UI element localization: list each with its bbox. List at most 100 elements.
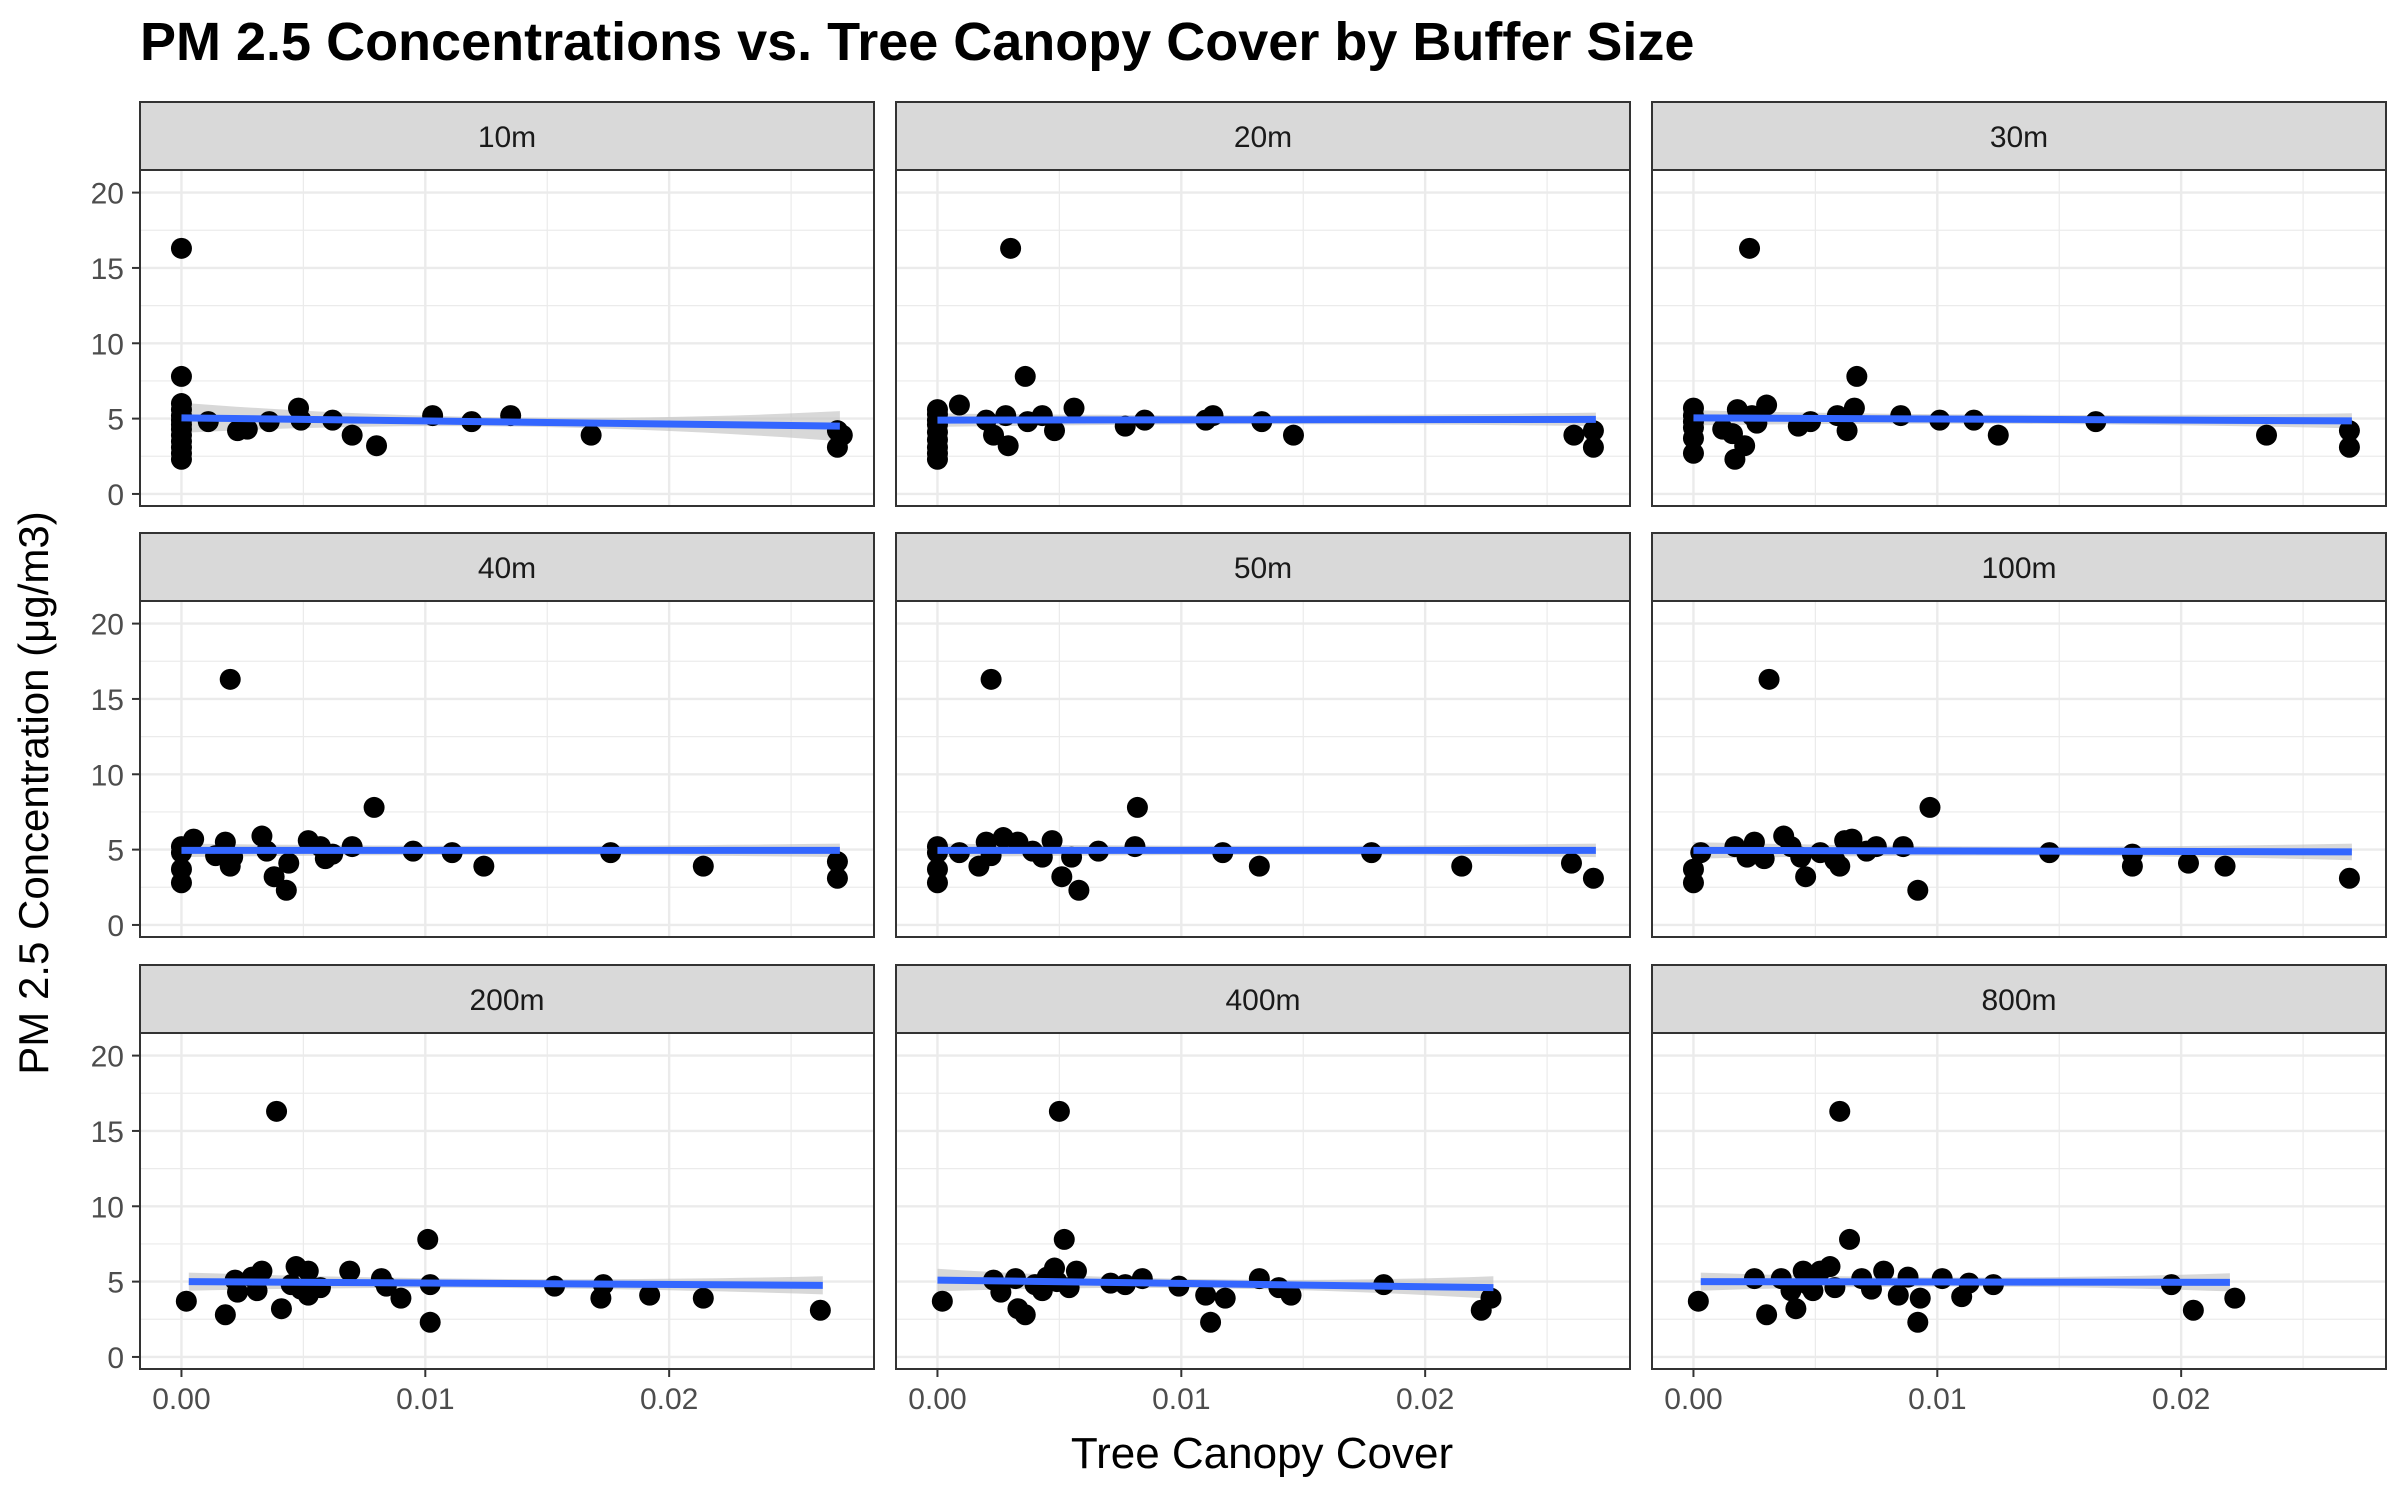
facet-panel-400m: 400m 0.00 0.01 0.02	[895, 964, 1631, 1416]
data-point	[1000, 237, 1022, 259]
data-point	[1756, 1304, 1778, 1326]
facet-panel-200m: 200m 0 5 10 15 20 0.00 0.01 0.02	[91, 964, 875, 1416]
data-point	[1841, 828, 1863, 850]
data-point	[170, 237, 192, 259]
data-point	[1480, 1287, 1502, 1309]
data-point	[1739, 237, 1761, 259]
y-tick-label: 5	[107, 1267, 124, 1300]
panel-border	[895, 600, 1631, 938]
data-point	[580, 424, 602, 446]
data-point	[1563, 424, 1585, 446]
data-point	[1802, 1280, 1824, 1302]
data-point	[219, 668, 241, 690]
data-point	[926, 872, 948, 894]
facet-strip	[1651, 101, 2387, 171]
data-point	[1829, 855, 1851, 877]
data-point	[1582, 867, 1604, 889]
fit-line	[1693, 414, 2352, 425]
data-point	[170, 365, 192, 387]
data-point	[1214, 1287, 1236, 1309]
data-point	[1582, 420, 1604, 442]
data-point	[1907, 879, 1929, 901]
data-point	[275, 879, 297, 901]
data-point	[990, 1281, 1012, 1303]
data-point	[214, 1304, 236, 1326]
data-point	[2256, 424, 2278, 446]
data-point	[1065, 1260, 1087, 1282]
x-tick-label: 0.01	[396, 1383, 454, 1416]
facet-strip	[1651, 532, 2387, 602]
x-tick-label: 0.00	[152, 1383, 210, 1416]
fit-line	[1700, 1278, 2230, 1286]
facet-panel-20m: 20m	[895, 101, 1631, 507]
data-point	[1014, 1304, 1036, 1326]
data-point	[809, 1299, 831, 1321]
data-point	[692, 1287, 714, 1309]
facet-panel-10m: 10m 0 5 10 15 20	[91, 101, 875, 512]
data-point	[297, 1260, 319, 1282]
data-point	[1682, 872, 1704, 894]
data-point	[1795, 866, 1817, 888]
data-point	[1048, 1100, 1070, 1122]
data-point	[1919, 796, 1941, 818]
data-point	[980, 668, 1002, 690]
x-axis-title: Tree Canopy Cover	[1071, 1429, 1453, 1478]
facet-strip-label: 30m	[1990, 121, 2048, 154]
data-point	[266, 1100, 288, 1122]
panel-background	[140, 601, 874, 937]
data-point	[1780, 1280, 1802, 1302]
data-point	[1053, 1228, 1075, 1250]
y-tick-label: 10	[91, 759, 124, 792]
data-point	[948, 394, 970, 416]
data-point	[1124, 836, 1146, 858]
panel-border	[1651, 169, 2387, 507]
data-point	[1987, 424, 2009, 446]
data-point	[417, 1228, 439, 1250]
data-point	[366, 435, 388, 457]
panel-background	[140, 1033, 874, 1369]
facet-panel-800m: 800m 0.00 0.01 0.02	[1651, 964, 2387, 1416]
facet-strip-label: 400m	[1225, 984, 1300, 1017]
data-point	[227, 1281, 249, 1303]
facet-strip	[139, 101, 875, 171]
y-tick-label: 15	[91, 684, 124, 717]
data-point	[1200, 1311, 1222, 1333]
x-tick-label: 0.02	[640, 1383, 698, 1416]
panel-border	[895, 1032, 1631, 1370]
facet-strip-label: 200m	[469, 984, 544, 1017]
data-point	[175, 1290, 197, 1312]
panel-border	[139, 600, 875, 938]
panel-background	[1652, 170, 2386, 506]
data-point	[170, 448, 192, 470]
facet-strip-label: 40m	[478, 552, 536, 585]
y-tick-label: 20	[91, 609, 124, 642]
y-tick-label: 5	[107, 835, 124, 868]
y-tick-label: 10	[91, 1191, 124, 1224]
facet-strip-label: 10m	[478, 121, 536, 154]
data-point	[1051, 866, 1073, 888]
fit-line	[937, 415, 1596, 424]
data-point	[390, 1287, 412, 1309]
facet-strip-label: 50m	[1234, 552, 1292, 585]
chart-title: PM 2.5 Concentrations vs. Tree Canopy Co…	[140, 12, 1694, 72]
data-point	[1829, 1100, 1851, 1122]
data-point	[1582, 436, 1604, 458]
x-tick-label: 0.02	[2152, 1383, 2210, 1416]
data-point	[1909, 1287, 1931, 1309]
data-point	[1044, 420, 1066, 442]
data-point	[1063, 397, 1085, 419]
y-tick-label: 10	[91, 328, 124, 361]
data-point	[826, 851, 848, 873]
x-tick-label: 0.00	[908, 1383, 966, 1416]
data-point	[1682, 442, 1704, 464]
y-tick-label: 20	[91, 178, 124, 211]
data-point	[2177, 852, 2199, 874]
data-point	[1846, 365, 1868, 387]
facet-strip	[895, 532, 1631, 602]
data-point	[339, 1260, 361, 1282]
data-point	[1560, 852, 1582, 874]
x-tick-label: 0.02	[1396, 1383, 1454, 1416]
x-tick-label: 0.01	[1908, 1383, 1966, 1416]
data-point	[1785, 1298, 1807, 1320]
